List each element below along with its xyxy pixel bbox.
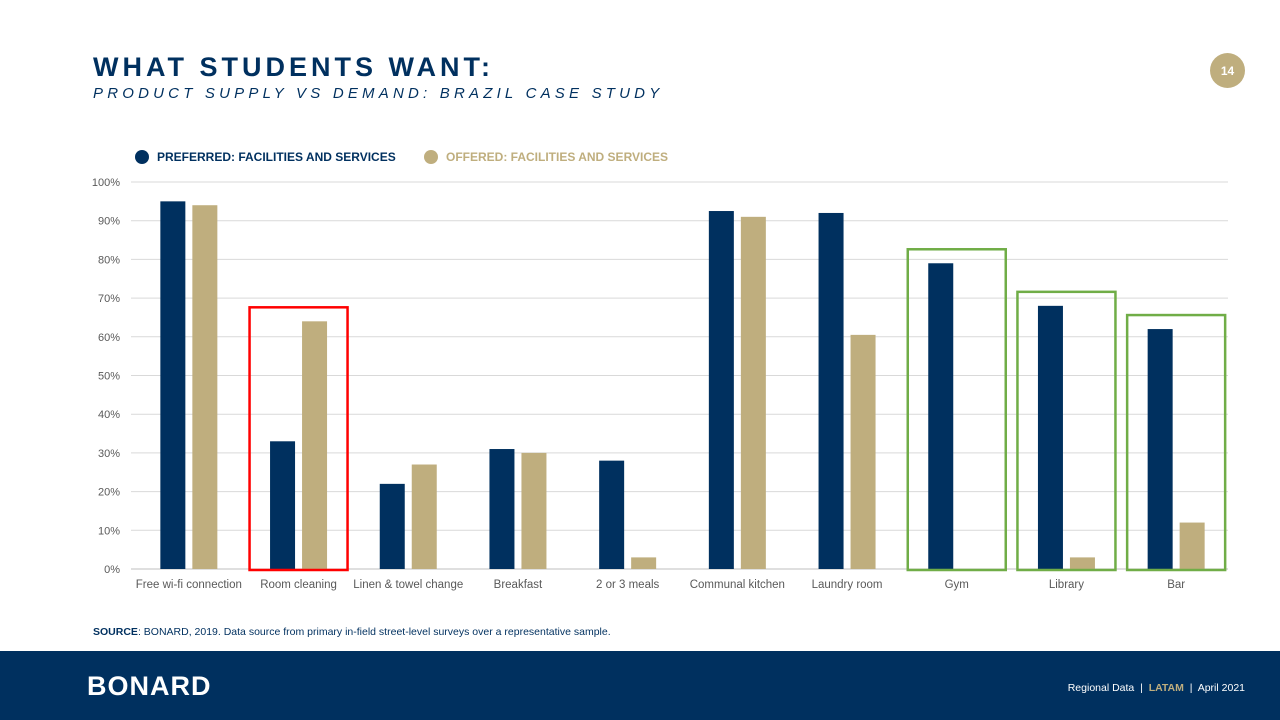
page-subtitle: PRODUCT SUPPLY VS DEMAND: BRAZIL CASE ST… [93, 85, 664, 102]
bar-preferred [818, 212, 844, 569]
page-title: WHAT STUDENTS WANT: [93, 52, 494, 82]
legend-preferred: PREFERRED: FACILITIES AND SERVICES [135, 150, 396, 164]
bonard-logo: BONARD [87, 671, 212, 701]
x-tick-label: Free wi-fi connection [136, 579, 242, 591]
legend-offered: OFFERED: FACILITIES AND SERVICES [424, 150, 668, 164]
source-label: SOURCE [93, 626, 138, 638]
footer: BONARD Regional Data | LATAM | April 202… [0, 651, 1280, 720]
bar-preferred [599, 460, 625, 569]
x-tick-label: 2 or 3 meals [596, 579, 660, 591]
y-tick-label: 10% [98, 525, 120, 537]
bar-offered [850, 334, 876, 569]
source-text: : BONARD, 2019. Data source from primary… [137, 626, 611, 638]
bar-preferred [928, 263, 954, 569]
y-tick-label: 100% [92, 177, 120, 189]
bar-offered [740, 216, 766, 569]
legend-label: PREFERRED: FACILITIES AND SERVICES [157, 150, 396, 164]
highlight-box [906, 248, 1007, 572]
bar-preferred [379, 483, 405, 569]
bar-offered [302, 321, 328, 569]
x-tick-label: Gym [945, 579, 969, 591]
legend-dot-icon [135, 150, 149, 164]
bar-preferred [489, 449, 515, 569]
bar-offered [631, 557, 657, 569]
x-tick-label: Library [1049, 579, 1084, 591]
y-tick-label: 80% [98, 254, 120, 266]
x-tick-label: Laundry room [812, 579, 883, 591]
x-tick-label: Bar [1167, 579, 1185, 591]
y-tick-label: 60% [98, 332, 120, 344]
y-tick-label: 0% [104, 564, 120, 576]
date: April 2021 [1197, 682, 1245, 694]
bar-offered [411, 464, 437, 569]
y-tick-label: 40% [98, 409, 120, 421]
bar-preferred [708, 211, 734, 569]
bar-offered [1069, 557, 1095, 569]
bar-offered [521, 452, 547, 569]
y-tick-label: 20% [98, 487, 120, 499]
bar-chart: 0% 10% 20% 30% 40% 50% 60% 70% 80% 90% 100% Free wi… [92, 177, 1228, 591]
y-tick-label: 50% [98, 371, 120, 383]
source-note: SOURCE: BONARD, 2019. Data source from p… [93, 626, 611, 638]
highlight-box [1016, 290, 1117, 572]
highlight-box [248, 306, 349, 572]
highlight-box [1125, 313, 1227, 572]
legend-label: OFFERED: FACILITIES AND SERVICES [446, 150, 669, 164]
y-tick-label: 70% [98, 293, 120, 305]
bar-preferred [1037, 305, 1063, 569]
separator: | [1189, 682, 1193, 694]
region: LATAM [1148, 682, 1184, 694]
bar-preferred [270, 441, 296, 569]
x-tick-label: Breakfast [494, 579, 543, 591]
region-label: Regional Data [1067, 682, 1135, 694]
bar-preferred [1147, 329, 1173, 569]
separator: | [1140, 682, 1143, 694]
bar-offered [1179, 522, 1205, 569]
bar-offered [192, 205, 218, 569]
x-tick-label: Linen & towel change [353, 579, 463, 591]
x-tick-label: Communal kitchen [690, 579, 785, 591]
y-tick-label: 90% [98, 216, 120, 228]
page-number-badge: 14 [1210, 53, 1245, 88]
footer-info: Regional Data | LATAM | April 2021 [1068, 682, 1245, 694]
legend-dot-icon [424, 150, 438, 164]
x-tick-label: Room cleaning [260, 579, 337, 591]
bar-preferred [160, 201, 186, 569]
y-tick-label: 30% [98, 448, 120, 460]
